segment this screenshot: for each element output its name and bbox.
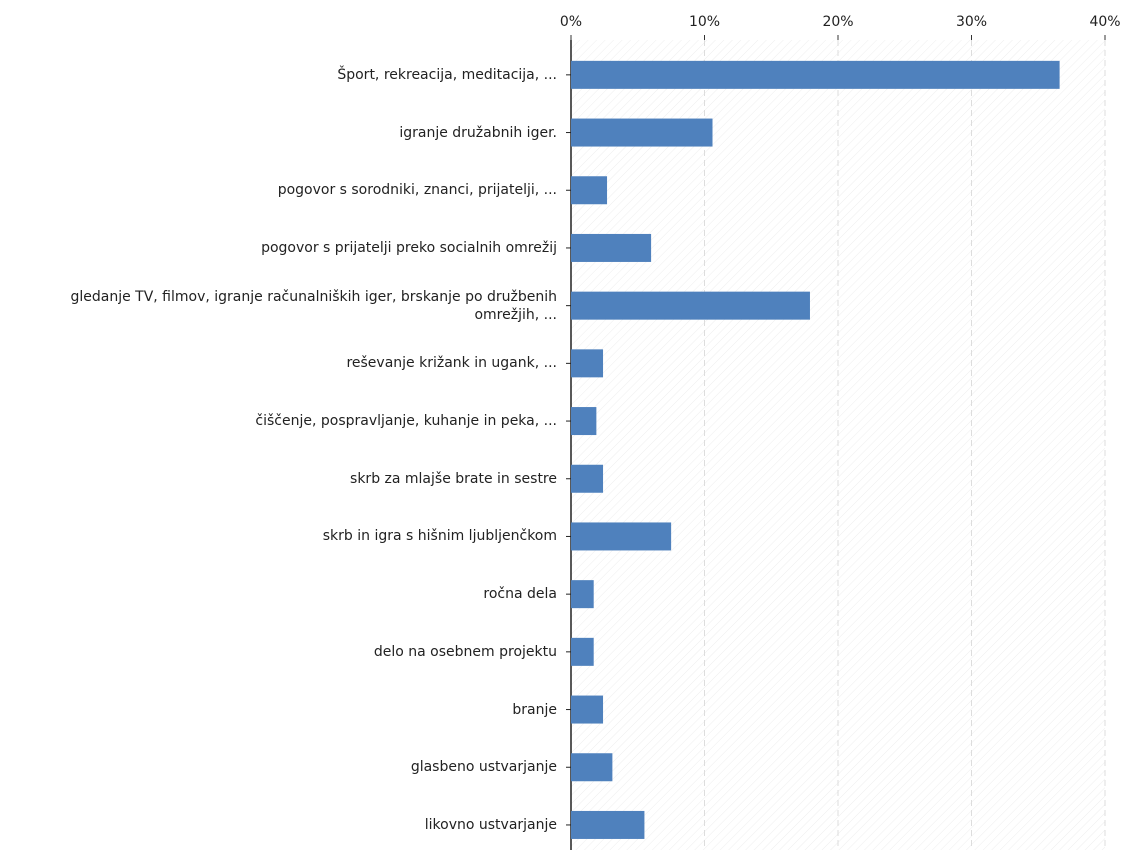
category-label: gledanje TV, filmov, igranje računalnišk…: [70, 288, 557, 323]
category-label: branje: [512, 701, 557, 718]
category-label: delo na osebnem projektu: [373, 643, 557, 660]
bar: [571, 291, 810, 320]
category-label: igranje družabnih iger.: [399, 124, 557, 141]
x-tick-label: 20%: [822, 14, 853, 30]
bar: [571, 753, 613, 782]
bar: [571, 176, 608, 205]
bar: [571, 118, 713, 147]
category-label: Šport, rekreacija, meditacija, ...: [337, 66, 557, 83]
bar: [571, 522, 672, 551]
x-tick-label: 0%: [560, 14, 582, 30]
category-label: čiščenje, pospravljanje, kuhanje in peka…: [255, 412, 557, 429]
bar: [571, 695, 604, 724]
category-label: ročna dela: [483, 586, 557, 603]
category-label: skrb in igra s hišnim ljubljenčkom: [322, 528, 557, 545]
x-tick-label: 40%: [1089, 14, 1120, 30]
category-label: pogovor s sorodniki, znanci, prijatelji,…: [277, 182, 557, 199]
x-tick-label: 10%: [689, 14, 720, 30]
bar: [571, 349, 604, 378]
bar: [571, 810, 645, 839]
bar: [571, 637, 594, 666]
bar: [571, 233, 652, 262]
category-label: pogovor s prijatelji preko socialnih omr…: [261, 239, 557, 256]
x-tick-label: 30%: [956, 14, 987, 30]
category-label: skrb za mlajše brate in sestre: [350, 470, 557, 487]
bar: [571, 580, 594, 609]
bar: [571, 407, 597, 436]
bar: [571, 60, 1060, 89]
category-label: reševanje križank in ugank, ...: [346, 355, 557, 372]
category-label: likovno ustvarjanje: [424, 816, 557, 833]
category-label: glasbeno ustvarjanje: [410, 759, 557, 776]
bar: [571, 464, 604, 493]
